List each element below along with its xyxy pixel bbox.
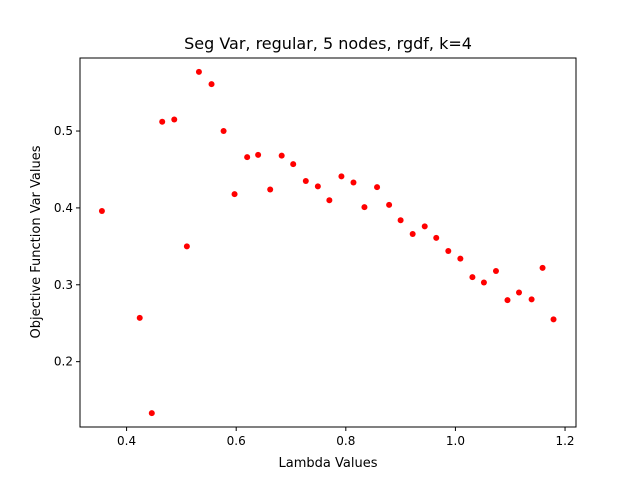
data-point: [338, 173, 345, 180]
y-tick-label: 0.3: [54, 278, 73, 292]
data-point: [433, 234, 440, 241]
data-point: [409, 231, 416, 238]
data-point: [136, 314, 143, 321]
data-point: [492, 267, 499, 274]
data-point: [397, 217, 404, 224]
data-point: [98, 207, 105, 214]
data-point: [350, 179, 357, 186]
x-tick-label: 1.0: [446, 434, 465, 448]
data-point: [374, 184, 381, 191]
data-point: [457, 255, 464, 262]
chart-title: Seg Var, regular, 5 nodes, rgdf, k=4: [184, 34, 472, 53]
data-point: [550, 316, 557, 323]
data-point: [469, 274, 476, 281]
data-point: [159, 118, 166, 125]
x-axis-label: Lambda Values: [279, 456, 378, 471]
x-tick-label: 0.8: [336, 434, 355, 448]
x-tick-label: 0.4: [117, 434, 136, 448]
data-point: [183, 243, 190, 250]
data-point: [267, 186, 274, 193]
data-point: [208, 81, 215, 88]
data-point: [445, 247, 452, 254]
data-point: [504, 297, 511, 304]
x-axis-ticks: 0.4 0.6 0.8 1.0 1.2: [117, 427, 575, 448]
data-point: [278, 152, 285, 159]
x-tick-label: 1.2: [555, 434, 574, 448]
data-point: [528, 296, 535, 303]
data-point: [516, 289, 523, 296]
data-point: [220, 128, 227, 135]
data-point: [231, 191, 238, 198]
data-point: [326, 197, 333, 204]
data-point: [290, 161, 297, 168]
axes-frame: [79, 57, 577, 428]
data-point: [148, 410, 155, 417]
x-tick-label: 0.6: [227, 434, 246, 448]
y-axis-label: Objective Function Var Values: [29, 145, 44, 338]
data-point: [255, 151, 262, 158]
data-point: [302, 178, 309, 184]
data-point: [421, 223, 428, 230]
data-points: [98, 68, 557, 417]
data-point: [539, 264, 546, 271]
data-point: [361, 204, 368, 211]
data-point: [171, 116, 178, 123]
plot-area: [80, 58, 576, 427]
data-point: [480, 279, 487, 286]
y-axis-ticks: 0.2 0.3 0.4 0.5: [54, 124, 80, 369]
data-point: [314, 183, 321, 190]
data-point: [386, 201, 393, 208]
y-tick-label: 0.5: [54, 124, 73, 138]
y-tick-label: 0.4: [54, 201, 73, 215]
data-point: [195, 68, 202, 75]
data-point: [244, 154, 251, 161]
y-tick-label: 0.2: [54, 355, 73, 369]
